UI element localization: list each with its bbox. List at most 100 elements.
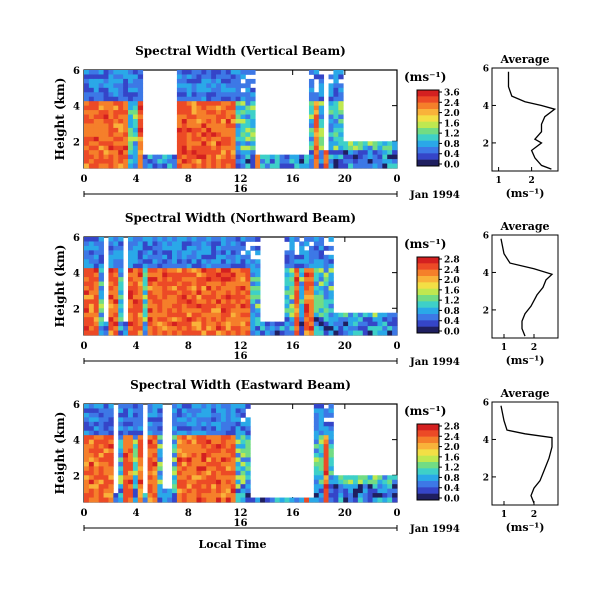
heatmap-cell: [128, 159, 134, 164]
heatmap-cell: [216, 417, 222, 423]
heatmap-cell: [88, 457, 95, 463]
heatmap-cell: [137, 78, 144, 84]
heatmap-cell: [162, 263, 168, 269]
heatmap-cell: [113, 83, 119, 89]
heatmap-cell: [196, 119, 202, 124]
heatmap-cell: [152, 457, 158, 463]
heatmap-cell: [308, 326, 315, 331]
heatmap-cell: [328, 444, 334, 449]
heatmap-cell: [216, 123, 222, 129]
heatmap-cell: [211, 326, 217, 331]
heatmap-cell: [308, 277, 315, 282]
heatmap-cell: [98, 281, 104, 287]
heatmap-cell: [191, 326, 197, 331]
heatmap-cell: [123, 493, 129, 498]
heatmap-cell: [167, 312, 173, 318]
heatmap-cell: [318, 150, 325, 156]
heatmap-cell: [128, 426, 134, 432]
heatmap-cell: [333, 163, 339, 169]
heatmap-cell: [367, 150, 373, 156]
heatmap-cell: [333, 70, 339, 75]
heatmap-cell: [308, 245, 315, 251]
heatmap-cell: [201, 119, 207, 124]
heatmap-cell: [294, 263, 300, 269]
heatmap-cell: [211, 101, 217, 107]
heatmap-cell: [103, 105, 109, 111]
heatmap-cell: [128, 141, 134, 147]
heatmap-cell: [93, 237, 100, 242]
heatmap-cell: [211, 250, 217, 256]
heatmap-cell: [191, 74, 197, 80]
heatmap-cell: [216, 254, 222, 260]
heatmap-cell: [157, 259, 163, 265]
colorbar-swatch: [417, 159, 439, 167]
heatmap-cell: [137, 154, 144, 160]
heatmap-cell: [98, 493, 104, 498]
heatmap-cell: [108, 78, 114, 84]
heatmap-cell: [216, 286, 222, 291]
heatmap-cell: [176, 105, 183, 111]
heatmap-cell: [289, 294, 295, 300]
heatmap-cell: [313, 475, 320, 481]
heatmap-cell: [108, 299, 114, 305]
heatmap-cell: [323, 259, 329, 265]
heatmap-cell: [313, 308, 320, 314]
heatmap-cell: [333, 96, 339, 102]
heatmap-cell: [328, 154, 334, 160]
heatmap-cell: [113, 127, 119, 133]
heatmap-cell: [176, 277, 183, 282]
heatmap-cell: [147, 435, 153, 441]
heatmap-cell: [167, 330, 173, 336]
heatmap-cell: [186, 488, 192, 494]
heatmap-cell: [220, 74, 227, 80]
heatmap-cell: [132, 272, 139, 278]
heatmap-cell: [225, 127, 232, 133]
heatmap-cell: [191, 92, 197, 98]
heatmap-cell: [196, 484, 202, 490]
heatmap-cell: [304, 263, 310, 269]
heatmap-cell: [211, 412, 217, 418]
heatmap-cell: [176, 294, 183, 300]
heatmap-cell: [181, 105, 188, 111]
heatmap-cell: [113, 497, 119, 503]
heatmap-cell: [152, 245, 158, 251]
heatmap-cell: [343, 163, 349, 169]
heatmap-cell: [186, 78, 192, 84]
heatmap-cell: [201, 74, 207, 80]
heatmap-cell: [206, 457, 212, 463]
heatmap-cell: [294, 154, 300, 160]
heatmap-cell: [284, 317, 290, 323]
heatmap-cell: [289, 250, 295, 256]
heatmap-cell: [377, 321, 383, 327]
heatmap-cell: [93, 408, 100, 414]
heatmap-cell: [113, 78, 119, 84]
heatmap-cell: [211, 132, 217, 138]
heatmap-cell: [84, 444, 90, 449]
heatmap-cell: [128, 119, 134, 124]
heatmap-cell: [206, 237, 212, 242]
heatmap-cell: [235, 412, 241, 418]
heatmap-cell: [196, 303, 202, 309]
heatmap-cell: [382, 159, 388, 164]
heatmap-cell: [152, 294, 158, 300]
heatmap-cell: [245, 96, 251, 102]
heatmap-cell: [328, 277, 334, 282]
heatmap-cell: [220, 299, 227, 305]
heatmap-cell: [343, 330, 349, 336]
heatmap-cell: [191, 417, 197, 423]
heatmap-cell: [392, 159, 398, 164]
heatmap-cell: [323, 163, 329, 169]
heatmap-cell: [328, 145, 334, 151]
heatmap-cell: [328, 461, 334, 467]
heatmap-cell: [128, 448, 134, 454]
heatmap-cell: [147, 444, 153, 449]
heatmap-cell: [235, 263, 241, 269]
heatmap-cell: [230, 417, 237, 423]
heatmap-cell: [372, 154, 378, 160]
heatmap-cell: [245, 404, 251, 409]
heatmap-cell: [137, 404, 144, 409]
heatmap-cell: [343, 154, 349, 160]
heatmap-cell: [225, 286, 232, 291]
heatmap-cell: [260, 154, 266, 160]
heatmap-cell: [230, 404, 237, 409]
